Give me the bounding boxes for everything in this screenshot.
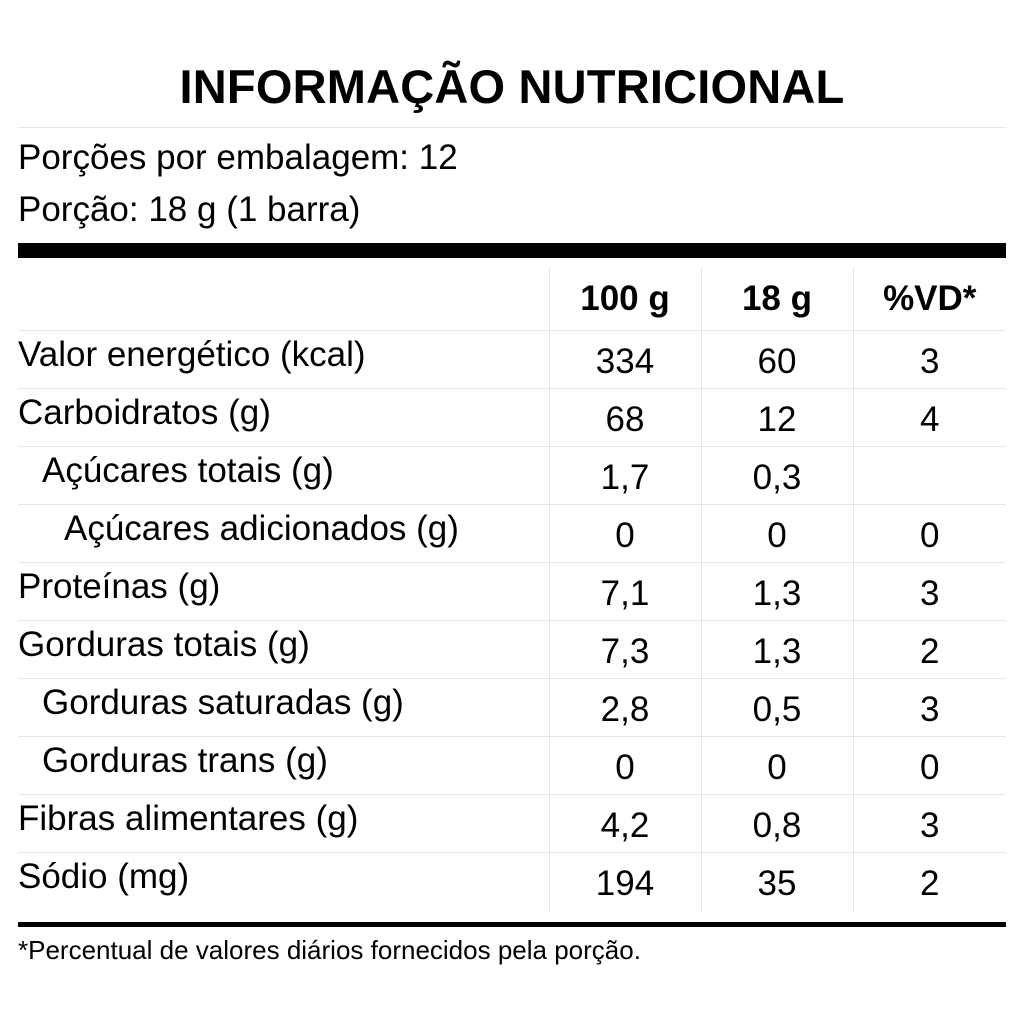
table-row: Fibras alimentares (g) 4,2 0,8 3	[18, 794, 1006, 853]
nutrient-name: Proteínas (g)	[18, 562, 549, 621]
value-daily-percent: 2	[852, 620, 1006, 679]
nutrient-name: Gorduras saturadas (g)	[18, 678, 549, 737]
nutrient-name: Açúcares totais (g)	[18, 446, 549, 505]
value-per-18g: 1,3	[700, 620, 853, 679]
value-daily-percent: 0	[852, 736, 1006, 795]
value-per-100g: 194	[548, 852, 701, 911]
footnote: *Percentual de valores diários fornecido…	[18, 935, 641, 965]
value-daily-percent: 3	[852, 678, 1006, 737]
nutrition-table-body: Valor energético (kcal) 334 60 3 Carboidrato…	[18, 330, 1006, 911]
value-per-18g: 0	[700, 504, 853, 563]
table-row: Sódio (mg) 194 35 2	[18, 852, 1006, 911]
bottom-divider	[18, 922, 1006, 927]
label-title: INFORMAÇÃO NUTRICIONAL	[179, 60, 845, 113]
value-daily-percent: 3	[852, 562, 1006, 621]
servings-per-package: Porções por embalagem: 12	[18, 138, 458, 177]
value-daily-percent: 0	[852, 504, 1006, 563]
nutrient-name: Sódio (mg)	[18, 856, 190, 896]
value-per-100g: 4,2	[548, 794, 701, 853]
value-per-18g: 60	[700, 330, 853, 389]
value-daily-percent: 3	[852, 794, 1006, 853]
column-header-18g: 18 g	[700, 268, 853, 331]
value-per-18g: 1,3	[700, 562, 853, 621]
portion-size: Porção: 18 g (1 barra)	[18, 190, 361, 229]
value-per-18g: 12	[700, 388, 853, 447]
table-row: Açúcares totais (g) 1,7 0,3	[18, 446, 1006, 505]
value-per-100g: 68	[548, 388, 701, 447]
nutrient-name: Gorduras totais (g)	[18, 620, 549, 679]
value-per-18g: 0,5	[700, 678, 853, 737]
column-header-vd: %VD*	[852, 268, 1006, 331]
value-daily-percent: 3	[852, 330, 1006, 389]
nutrient-name: Gorduras trans (g)	[18, 736, 549, 795]
nutrient-name: Valor energético (kcal)	[18, 330, 549, 389]
value-daily-percent	[852, 446, 1006, 505]
table-row: Açúcares adicionados (g) 0 0 0	[18, 504, 1006, 563]
value-daily-percent: 4	[852, 388, 1006, 447]
value-per-18g: 0	[700, 736, 853, 795]
value-per-100g: 0	[548, 736, 701, 795]
value-daily-percent: 2	[852, 852, 1006, 911]
value-per-100g: 334	[548, 330, 701, 389]
value-per-100g: 0	[548, 504, 701, 563]
value-per-18g: 35	[700, 852, 853, 911]
nutrient-name: Fibras alimentares (g)	[18, 794, 549, 853]
value-per-100g: 2,8	[548, 678, 701, 737]
table-row: Valor energético (kcal) 334 60 3	[18, 330, 1006, 389]
table-row: Carboidratos (g) 68 12 4	[18, 388, 1006, 447]
table-row: Gorduras trans (g) 0 0 0	[18, 736, 1006, 795]
thick-divider	[18, 243, 1006, 258]
value-per-100g: 7,1	[548, 562, 701, 621]
value-per-18g: 0,3	[700, 446, 853, 505]
value-per-100g: 1,7	[548, 446, 701, 505]
table-row: Gorduras totais (g) 7,3 1,3 2	[18, 620, 1006, 679]
nutrient-name: Açúcares adicionados (g)	[18, 504, 549, 563]
nutrition-table: 100 g 18 g %VD* Valor energético (kcal) 3…	[18, 268, 1006, 911]
table-header-row: 100 g 18 g %VD*	[18, 268, 1006, 331]
table-row: Proteínas (g) 7,1 1,3 3	[18, 562, 1006, 621]
nutrient-name: Carboidratos (g)	[18, 388, 549, 447]
title-divider	[18, 127, 1006, 128]
column-header-100g: 100 g	[548, 268, 701, 331]
value-per-100g: 7,3	[548, 620, 701, 679]
table-row: Gorduras saturadas (g) 2,8 0,5 3	[18, 678, 1006, 737]
header-blank-cell	[18, 268, 549, 331]
value-per-18g: 0,8	[700, 794, 853, 853]
